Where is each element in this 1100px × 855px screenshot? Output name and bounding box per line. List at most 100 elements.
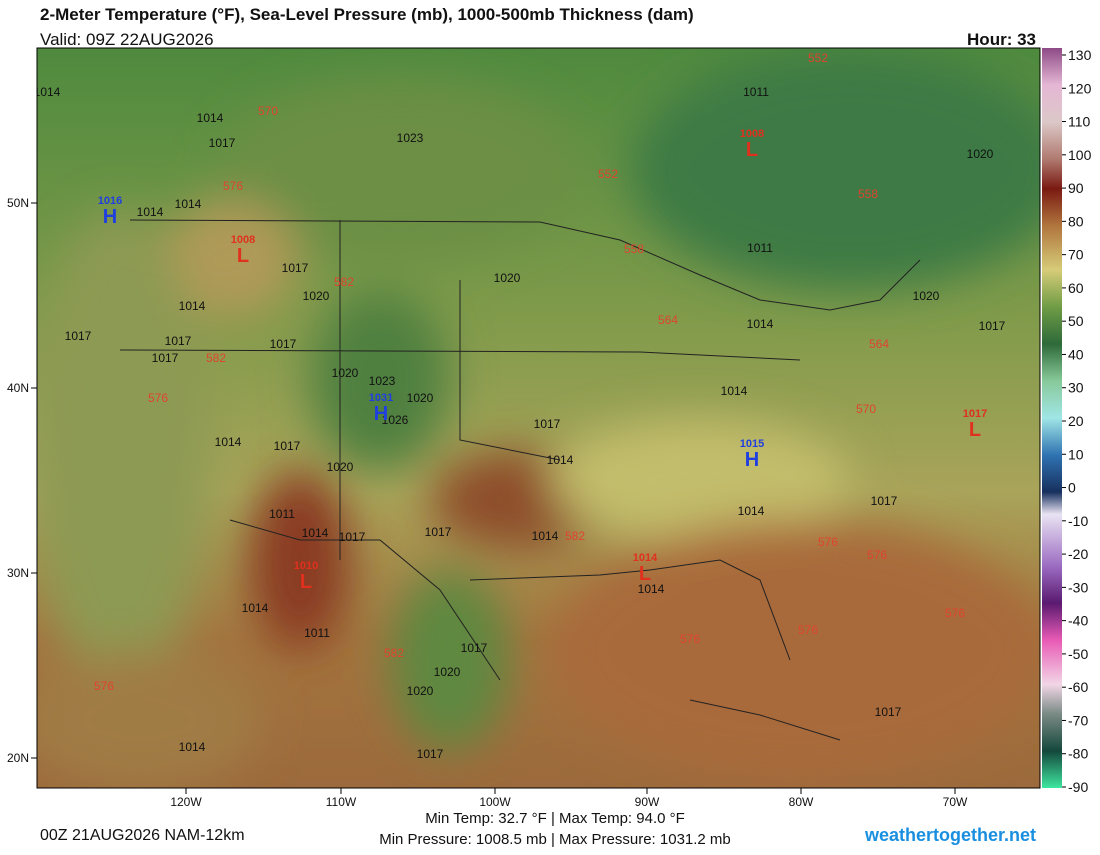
colorbar-tick-label: 100 xyxy=(1068,147,1092,163)
colorbar-tick-label: 90 xyxy=(1068,180,1084,196)
isobar-label: 1014 xyxy=(197,111,224,125)
isobar-label: 1020 xyxy=(332,366,359,380)
pressure-range: Min Pressure: 1008.5 mb | Max Pressure: … xyxy=(379,831,731,848)
thickness-label: 552 xyxy=(598,167,618,181)
isobar-label: 1011 xyxy=(743,85,769,99)
thickness-label: 564 xyxy=(658,313,678,327)
isobar-label: 1014 xyxy=(638,582,665,596)
lon-labels: 120W 110W 100W 90W 80W 70W xyxy=(170,788,968,809)
lat-label: 50N xyxy=(7,196,29,210)
isobar-label: 1020 xyxy=(327,460,354,474)
colorbar-tick-label: 60 xyxy=(1068,280,1084,296)
center-symbol: L xyxy=(639,563,651,585)
thickness-label: 576 xyxy=(818,535,838,549)
lon-label: 100W xyxy=(479,795,511,809)
isobar-label: 1017 xyxy=(152,351,179,365)
isobar-label: 1014 xyxy=(721,384,748,398)
isobar-label: 1020 xyxy=(494,271,521,285)
thickness-label: 576 xyxy=(94,679,114,693)
isobar-label: 1017 xyxy=(339,530,366,544)
isobar-label: 1020 xyxy=(967,147,994,161)
colorbar-tick-label: -80 xyxy=(1068,746,1088,762)
isobar-label: 1011 xyxy=(304,626,330,640)
center-symbol: L xyxy=(300,571,312,593)
isobar-label: 1014 xyxy=(179,740,206,754)
center-value: 1010 xyxy=(294,560,318,572)
thickness-label: 570 xyxy=(258,104,278,118)
thickness-label: 564 xyxy=(869,337,889,351)
isobar-label: 1017 xyxy=(979,319,1006,333)
isobar-label: 1014 xyxy=(738,504,765,518)
isobar-label: 1017 xyxy=(209,136,236,150)
map: 1014 1014 1017 1023 1014 1014 1017 1020 1014 1017… xyxy=(37,48,1040,788)
model-run: 00Z 21AUG2026 NAM-12km xyxy=(40,827,245,844)
isobar-label: 1023 xyxy=(369,374,396,388)
isobar-label: 1017 xyxy=(270,337,297,351)
colorbar-tick-label: 20 xyxy=(1068,413,1084,429)
thickness-label: 576 xyxy=(945,606,965,620)
colorbar-ticks: 1301201101009080706050403020100-10-20-30… xyxy=(1062,47,1092,795)
isobar-label: 1026 xyxy=(382,413,409,427)
colorbar-tick-label: -90 xyxy=(1068,779,1088,795)
colorbar-tick-label: 120 xyxy=(1068,80,1092,96)
temperature-field xyxy=(37,50,1040,788)
center-value: 1014 xyxy=(633,552,658,564)
forecast-hour: Hour: 33 xyxy=(967,30,1036,49)
isobar-label: 1020 xyxy=(913,289,940,303)
colorbar-tick-label: 130 xyxy=(1068,47,1092,63)
isobar-label: 1014 xyxy=(175,197,202,211)
isobar-label: 1017 xyxy=(871,494,898,508)
thickness-label: 576 xyxy=(148,391,168,405)
thickness-label: 558 xyxy=(624,242,644,256)
thickness-label: 576 xyxy=(867,548,887,562)
lon-label: 90W xyxy=(635,795,660,809)
isobar-label: 1014 xyxy=(242,601,269,615)
lon-label: 120W xyxy=(170,795,202,809)
isobar-label: 1017 xyxy=(282,261,309,275)
thickness-label: 558 xyxy=(858,187,878,201)
isobar-label: 1014 xyxy=(302,526,329,540)
center-symbol: L xyxy=(746,139,758,161)
map-frame xyxy=(36,47,1041,789)
thickness-label: 576 xyxy=(223,179,243,193)
temp-range: Min Temp: 32.7 °F | Max Temp: 94.0 °F xyxy=(425,810,685,827)
center-value: 1031 xyxy=(369,392,393,404)
isobar-label: 1014 xyxy=(747,317,774,331)
isobar-label: 1023 xyxy=(397,131,424,145)
isobar-label: 1017 xyxy=(165,334,192,348)
colorbar-tick-label: -50 xyxy=(1068,646,1088,662)
center-symbol: H xyxy=(374,403,388,425)
title: 2-Meter Temperature (°F), Sea-Level Pres… xyxy=(40,5,694,24)
isobar-label: 1011 xyxy=(269,507,295,521)
thickness-label: 582 xyxy=(384,646,404,660)
isobar-label: 1017 xyxy=(417,747,444,761)
colorbar-tick-label: -10 xyxy=(1068,513,1088,529)
isobar-label: 1020 xyxy=(303,289,330,303)
isobar-label: 1014 xyxy=(532,529,559,543)
site-link[interactable]: weathertogether.net xyxy=(864,825,1036,845)
lon-label: 70W xyxy=(943,795,968,809)
thickness-label: 582 xyxy=(565,529,585,543)
lon-label: 110W xyxy=(326,795,357,809)
isobar-label: 1014 xyxy=(547,453,574,467)
isobar-label: 1020 xyxy=(407,391,434,405)
center-value: 1017 xyxy=(963,408,987,420)
thickness-label: 570 xyxy=(856,402,876,416)
center-symbol: L xyxy=(969,419,981,441)
isobar-label: 1017 xyxy=(65,329,92,343)
thickness-label: 552 xyxy=(808,51,828,65)
isobar-labels: 1014 1014 1017 1023 1014 1014 1017 1020 1014 1017… xyxy=(37,85,1006,761)
thickness-label: 582 xyxy=(334,275,354,289)
center-symbol: L xyxy=(237,245,249,267)
valid-time: Valid: 09Z 22AUG2026 xyxy=(40,30,214,49)
isobar-label: 1011 xyxy=(747,241,773,255)
colorbar-tick-label: 40 xyxy=(1068,346,1084,362)
center-value: 1008 xyxy=(740,128,764,140)
isobar-label: 1017 xyxy=(425,525,452,539)
isobar-label: 1017 xyxy=(875,705,902,719)
isobar-label: 1017 xyxy=(461,641,488,655)
isobar-label: 1017 xyxy=(534,417,561,431)
colorbar xyxy=(1042,48,1062,788)
colorbar-tick-label: 110 xyxy=(1068,114,1091,130)
thickness-label: 582 xyxy=(206,351,226,365)
